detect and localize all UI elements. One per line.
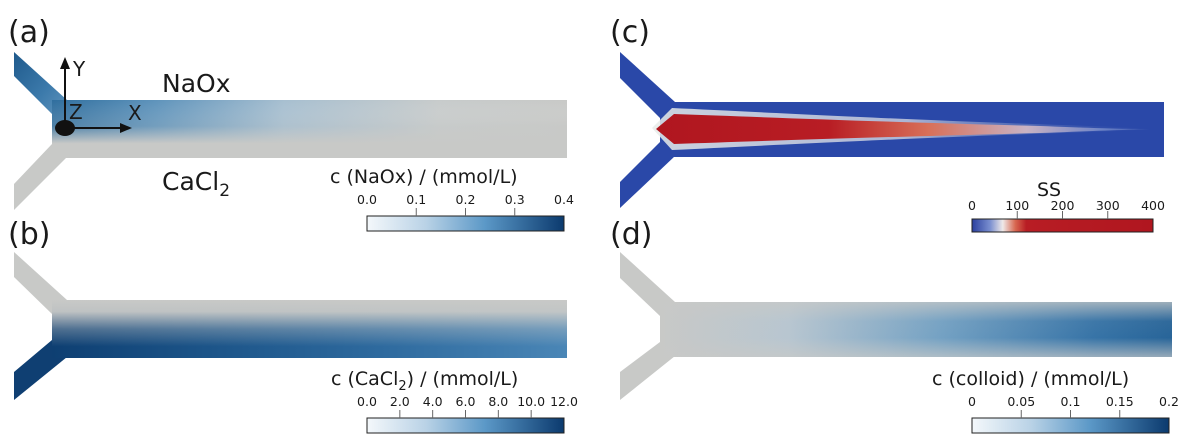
panel-d-main-channel-shade — [660, 302, 1172, 357]
naox-stream-label: NaOx — [162, 69, 231, 98]
panel-a-lower-inlet — [14, 144, 67, 210]
colorbar-colloid-tick-label: 0 — [968, 394, 976, 409]
colorbar-cacl2-tick-label: 0.0 — [357, 394, 377, 409]
colorbar-ss-tick-label: 300 — [1096, 198, 1120, 213]
colorbar-ss-bar — [971, 218, 1154, 233]
x-arrow-icon — [120, 123, 132, 133]
panel-c-label: (c) — [610, 15, 650, 50]
colorbar-cacl2-title: c (CaCl2) / (mmol/L) — [331, 368, 518, 394]
colorbar-colloid: c (colloid) / (mmol/L) 0 0.05 0.1 0.15 0.2 — [932, 368, 1179, 434]
colorbar-cacl2-tick-label: 2.0 — [390, 394, 410, 409]
colorbar-cacl2-tick-label: 4.0 — [423, 394, 443, 409]
panel-c: (c) SS 0 100 200 300 400 — [610, 15, 1165, 233]
colorbar-cacl2-tick-label: 10.0 — [517, 394, 545, 409]
colorbar-cacl2-tick-label: 6.0 — [456, 394, 476, 409]
colorbar-naox-title: c (NaOx) / (mmol/L) — [330, 166, 518, 188]
colorbar-naox-tick-label: 0.0 — [357, 192, 377, 207]
panel-a-label: (a) — [8, 15, 50, 50]
z-axis-label: Z — [69, 100, 83, 124]
colorbar-cacl2-tick-label: 12.0 — [550, 394, 578, 409]
panel-a-main-channel-shade — [52, 100, 567, 158]
panel-d: (d) c (colloid) / (mmol/L) 0 0.05 0.1 0.15 0… — [610, 217, 1179, 434]
colorbar-ss-tick-label: 200 — [1051, 198, 1075, 213]
panel-b-label: (b) — [8, 217, 50, 252]
x-axis-label: X — [128, 101, 142, 125]
colorbar-ss-tick-label: 0 — [968, 198, 976, 213]
colorbar-ss-tick-label: 400 — [1141, 198, 1165, 213]
panel-d-upper-inlet — [620, 252, 675, 316]
colorbar-colloid-tick-label: 0.2 — [1159, 394, 1179, 409]
colorbar-ss-tick-label: 100 — [1005, 198, 1029, 213]
colorbar-cacl2: c (CaCl2) / (mmol/L) 0.0 2.0 4.0 6.0 8.0 10.0… — [331, 368, 578, 434]
colorbar-ss: SS 0 100 200 300 400 — [968, 179, 1165, 233]
colorbar-naox-tick-label: 0.4 — [554, 192, 574, 207]
colorbar-colloid-bar — [971, 417, 1170, 434]
panel-b: (b) c (CaCl2) / (mmol/L) 0.0 2.0 4.0 6.0 8.0… — [8, 217, 578, 434]
panel-d-label: (d) — [610, 217, 652, 252]
panel-b-upper-inlet — [14, 252, 67, 314]
colorbar-naox-tick-label: 0.1 — [406, 192, 426, 207]
colorbar-ss-title: SS — [1037, 179, 1061, 201]
colorbar-colloid-tick-label: 0.05 — [1007, 394, 1035, 409]
colorbar-naox-tick-label: 0.3 — [505, 192, 525, 207]
colorbar-naox-tick-label: 0.2 — [456, 192, 476, 207]
panel-c-upper-inlet — [620, 52, 675, 118]
panel-a: (a) NaOx CaCl2 Y Z X c (NaOx) / (mmol/L)… — [8, 15, 574, 232]
y-axis-label: Y — [72, 57, 86, 81]
colorbar-colloid-tick-label: 0.1 — [1061, 394, 1081, 409]
axes-triad: Y Z X — [55, 57, 142, 136]
panel-c-lower-inlet — [620, 142, 675, 208]
colorbar-colloid-title: c (colloid) / (mmol/L) — [932, 368, 1129, 390]
colorbar-colloid-tick-label: 0.15 — [1106, 394, 1134, 409]
colorbar-cacl2-tick-label: 8.0 — [488, 394, 508, 409]
colorbar-naox-bar — [366, 215, 565, 232]
colorbar-cacl2-bar — [366, 417, 565, 434]
panel-a-upper-inlet — [14, 52, 67, 114]
z-axis-dot-icon — [55, 120, 75, 136]
panel-b-main-channel-shade — [52, 300, 567, 358]
y-arrow-icon — [60, 57, 70, 69]
colorbar-naox: c (NaOx) / (mmol/L) 0.0 0.1 0.2 0.3 0.4 — [330, 166, 574, 232]
panel-c-supersaturation-core — [656, 114, 1150, 144]
cacl2-stream-label: CaCl2 — [162, 167, 230, 201]
